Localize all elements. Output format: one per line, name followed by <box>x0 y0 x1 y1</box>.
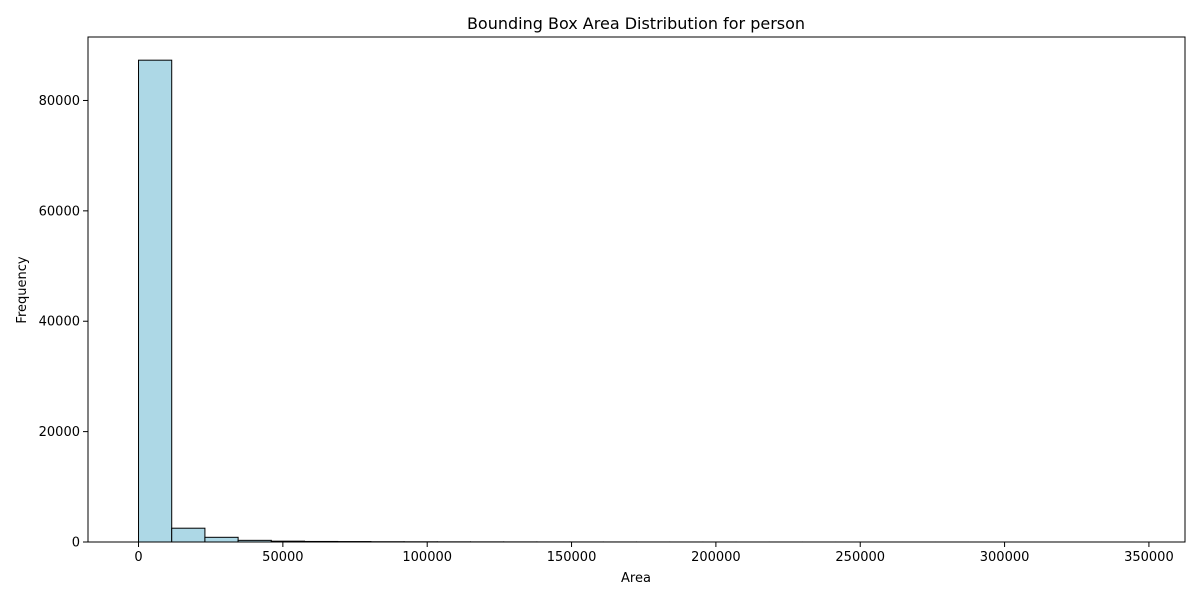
x-tick-label: 350000 <box>1124 550 1174 565</box>
y-axis: 0 20000 40000 60000 80000 <box>39 94 88 551</box>
y-tick-label: 40000 <box>39 315 80 330</box>
y-tick-label: 80000 <box>39 94 80 109</box>
histogram-bar <box>138 59 173 543</box>
x-tick-label: 300000 <box>980 550 1030 565</box>
histogram-bar <box>171 527 206 543</box>
y-tick-label: 60000 <box>39 204 80 219</box>
bars-group <box>138 59 1135 543</box>
y-tick-label: 0 <box>72 536 80 551</box>
x-tick-label: 200000 <box>691 550 741 565</box>
y-axis-label: Frequency <box>15 256 30 323</box>
y-tick-label: 20000 <box>39 425 80 440</box>
x-tick-label: 150000 <box>547 550 597 565</box>
x-tick-label: 50000 <box>262 550 303 565</box>
x-tick-label: 0 <box>134 550 142 565</box>
x-tick-label: 100000 <box>402 550 452 565</box>
histogram-bar <box>204 536 239 543</box>
x-axis: 0 50000 100000 150000 200000 250000 300000 3500… <box>134 542 1174 565</box>
x-axis-label: Area <box>621 571 651 586</box>
x-tick-label: 250000 <box>835 550 885 565</box>
plot-frame <box>87 36 1186 543</box>
chart-title: Bounding Box Area Distribution for perso… <box>467 14 805 33</box>
